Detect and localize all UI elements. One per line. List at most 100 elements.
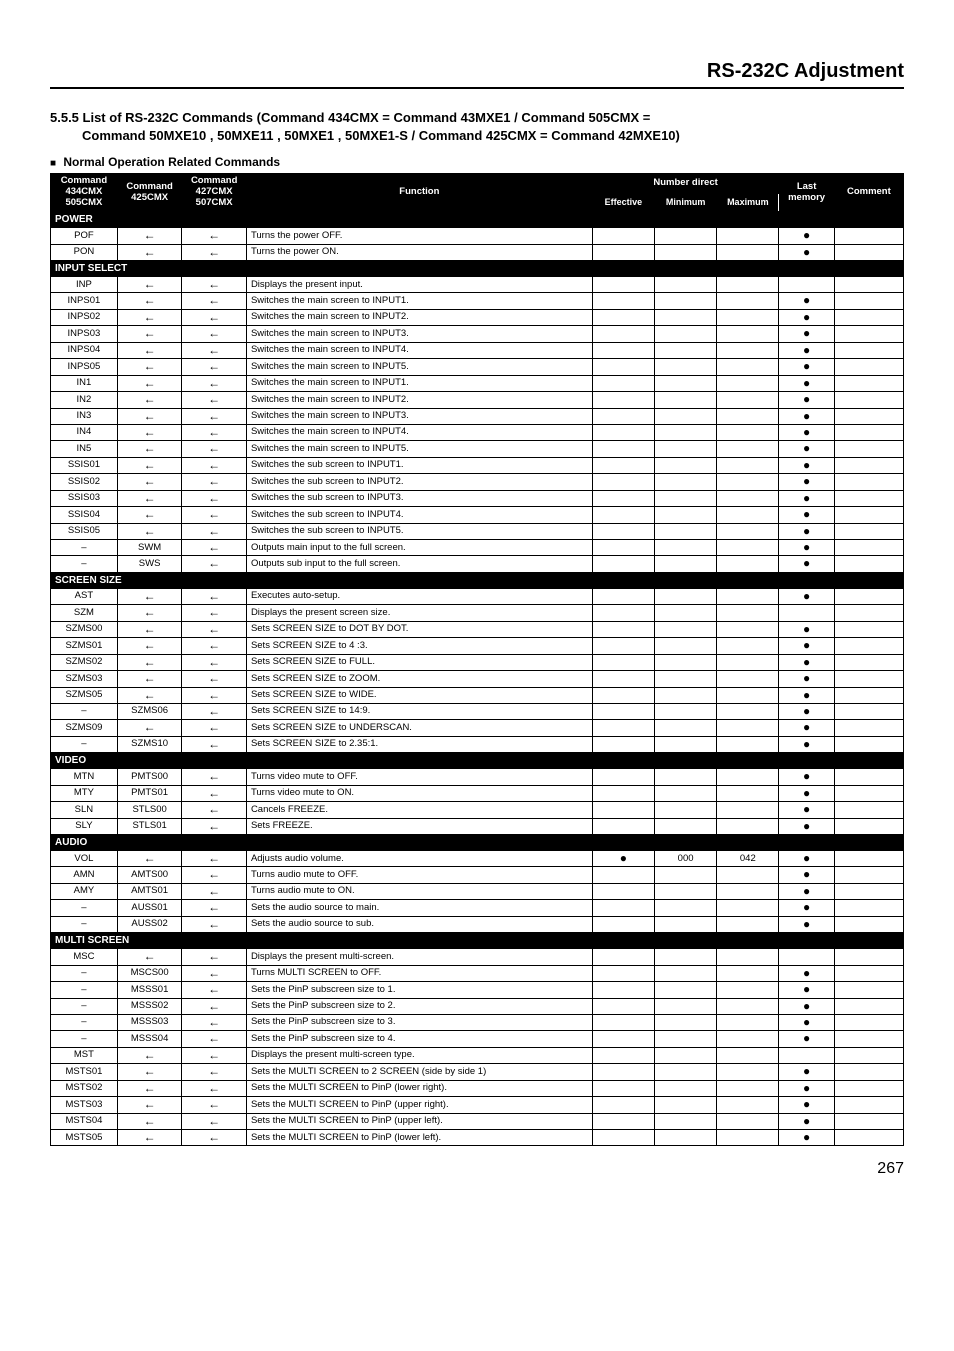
cell-minimum — [654, 965, 716, 981]
cell-cmd-b: MSSS01 — [117, 982, 182, 998]
left-arrow-icon: ← — [144, 293, 156, 307]
dot-icon: ● — [803, 326, 810, 340]
cell-minimum — [654, 293, 716, 309]
cell-function: Switches the sub screen to INPUT1. — [246, 457, 592, 473]
cell-cmd-a: INPS01 — [51, 293, 118, 309]
cell-cmd-a: IN5 — [51, 441, 118, 457]
cell-minimum — [654, 342, 716, 358]
cell-comment — [834, 293, 903, 309]
dot-icon: ● — [803, 786, 810, 800]
cell-maximum — [717, 309, 779, 325]
cell-function: Sets the MULTI SCREEN to PinP (upper lef… — [246, 1113, 592, 1129]
cell-cmd-b: STLS01 — [117, 818, 182, 834]
cell-function: Displays the present multi-screen type. — [246, 1047, 592, 1063]
cell-effective — [592, 802, 654, 818]
cell-function: Sets the audio source to main. — [246, 900, 592, 916]
cell-cmd-b: ← — [117, 638, 182, 654]
cell-minimum — [654, 1047, 716, 1063]
cell-last-memory: ● — [779, 802, 834, 818]
cell-effective — [592, 1130, 654, 1146]
cell-maximum — [717, 1031, 779, 1047]
cell-last-memory: ● — [779, 293, 834, 309]
dot-icon: ● — [803, 688, 810, 702]
th-cmd-b: Command425CMX — [117, 174, 182, 212]
cell-last-memory: ● — [779, 326, 834, 342]
cell-cmd-b: MSCS00 — [117, 965, 182, 981]
cell-comment — [834, 1031, 903, 1047]
dot-icon: ● — [803, 851, 810, 865]
cell-effective — [592, 326, 654, 342]
cell-cmd-a: – — [51, 736, 118, 752]
left-arrow-icon: ← — [144, 1064, 156, 1078]
dot-icon: ● — [803, 474, 810, 488]
cell-cmd-b: ← — [117, 408, 182, 424]
cell-minimum — [654, 474, 716, 490]
left-arrow-icon: ← — [144, 851, 156, 865]
cell-minimum — [654, 490, 716, 506]
cell-comment — [834, 638, 903, 654]
dot-icon: ● — [803, 245, 810, 259]
left-arrow-icon: ← — [144, 655, 156, 669]
left-arrow-icon: ← — [208, 1048, 220, 1062]
cell-comment — [834, 1080, 903, 1096]
cell-last-memory: ● — [779, 359, 834, 375]
cell-maximum — [717, 1130, 779, 1146]
cell-cmd-a: MSTS03 — [51, 1097, 118, 1113]
cell-cmd-c: ← — [182, 851, 247, 867]
cell-maximum — [717, 605, 779, 621]
left-arrow-icon: ← — [208, 1015, 220, 1029]
th-minimum: Minimum — [654, 193, 716, 212]
cell-maximum — [717, 638, 779, 654]
cell-last-memory: ● — [779, 1064, 834, 1080]
left-arrow-icon: ← — [208, 1031, 220, 1045]
cell-cmd-c: ← — [182, 1130, 247, 1146]
table-row: INPS03←←Switches the main screen to INPU… — [51, 326, 904, 342]
cell-effective — [592, 1113, 654, 1129]
cell-cmd-a: INPS03 — [51, 326, 118, 342]
cell-function: Turns video mute to ON. — [246, 785, 592, 801]
cell-comment — [834, 1014, 903, 1030]
dot-icon: ● — [803, 1081, 810, 1095]
cell-cmd-a: SSIS02 — [51, 474, 118, 490]
cell-maximum — [717, 244, 779, 260]
dot-icon: ● — [803, 1114, 810, 1128]
cell-maximum — [717, 490, 779, 506]
cell-function: Sets the audio source to sub. — [246, 916, 592, 932]
cell-comment — [834, 408, 903, 424]
cell-cmd-c: ← — [182, 965, 247, 981]
cell-function: Turns video mute to OFF. — [246, 769, 592, 785]
dot-icon: ● — [803, 867, 810, 881]
cell-minimum — [654, 359, 716, 375]
left-arrow-icon: ← — [144, 343, 156, 357]
cell-cmd-a: – — [51, 998, 118, 1014]
cell-effective — [592, 1014, 654, 1030]
cell-cmd-b: ← — [117, 654, 182, 670]
left-arrow-icon: ← — [144, 589, 156, 603]
cell-function: Switches the sub screen to INPUT5. — [246, 523, 592, 539]
cell-cmd-c: ← — [182, 703, 247, 719]
cell-cmd-a: AMY — [51, 883, 118, 899]
table-row: AMYAMTS01←Turns audio mute to ON.● — [51, 883, 904, 899]
cell-cmd-a: MSTS02 — [51, 1080, 118, 1096]
dot-icon: ● — [803, 458, 810, 472]
cell-maximum — [717, 949, 779, 965]
cell-cmd-b: MSSS04 — [117, 1031, 182, 1047]
subsection-heading: ■ Normal Operation Related Commands — [50, 155, 904, 169]
cell-maximum — [717, 982, 779, 998]
cell-maximum — [717, 540, 779, 556]
cell-comment — [834, 457, 903, 473]
cell-cmd-b: ← — [117, 392, 182, 408]
cell-effective — [592, 621, 654, 637]
cell-maximum — [717, 277, 779, 293]
cell-maximum — [717, 228, 779, 244]
cell-maximum — [717, 588, 779, 604]
cell-comment — [834, 359, 903, 375]
table-row: MTYPMTS01←Turns video mute to ON.● — [51, 785, 904, 801]
subsection-heading-text: Normal Operation Related Commands — [63, 155, 280, 169]
cell-function: Switches the main screen to INPUT5. — [246, 441, 592, 457]
cell-effective — [592, 703, 654, 719]
left-arrow-icon: ← — [208, 392, 220, 406]
cell-comment — [834, 687, 903, 703]
section-header-cell: AUDIO — [51, 835, 904, 851]
left-arrow-icon: ← — [208, 441, 220, 455]
